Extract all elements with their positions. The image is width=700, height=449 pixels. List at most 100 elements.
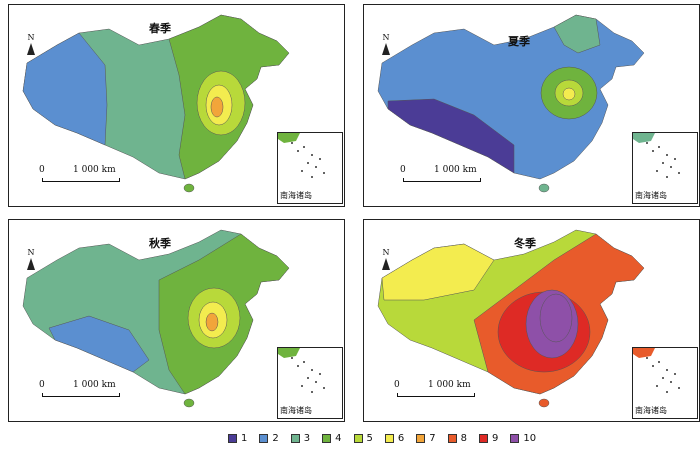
legend-swatch — [290, 433, 300, 443]
legend-swatch — [228, 433, 237, 443]
map-panel-summer: 夏季 N 0 1 000 km 南海诸岛 — [363, 4, 700, 207]
legend-label: 2 — [272, 432, 279, 444]
color-legend: 1 2 3 4 5 6 7 8 9 10 — [228, 430, 548, 446]
inset-island-mark — [656, 170, 658, 172]
legend-label: 3 — [303, 432, 311, 444]
scale-distance: 1 000 km — [73, 165, 116, 175]
inset-island-mark — [319, 373, 321, 375]
north-arrow-icon: N — [24, 248, 38, 270]
season-title: 秋季 — [149, 237, 171, 250]
legend-item: 8 — [447, 432, 467, 444]
legend-label: 5 — [366, 432, 373, 444]
legend-item: 1 — [228, 433, 247, 444]
inset-island-mark — [297, 150, 299, 152]
inset-island-mark — [658, 146, 660, 148]
scale-zero: 0 — [39, 380, 45, 390]
inset-island-mark — [662, 162, 664, 164]
season-title: 夏季 — [508, 35, 530, 48]
legend-label: 6 — [397, 432, 405, 444]
inset-island-mark — [666, 176, 668, 178]
map-panel-winter: 冬季 N 0 1 000 km 南海诸岛 — [363, 219, 700, 422]
region-west — [381, 243, 495, 301]
legend-swatch — [322, 433, 332, 443]
inset-island-mark — [658, 361, 660, 363]
legend-swatch — [259, 433, 269, 443]
legend-swatch — [510, 433, 520, 443]
inset-island-mark — [646, 357, 648, 359]
inset-island-mark — [323, 387, 325, 389]
inset-island-mark — [646, 142, 648, 144]
legend-item: 7 — [416, 432, 436, 444]
south-china-sea-inset: 南海诸岛 — [277, 347, 343, 419]
inset-island-mark — [656, 385, 658, 387]
inset-island-mark — [662, 377, 664, 379]
inset-island-mark — [666, 391, 668, 393]
season-title: 冬季 — [514, 237, 536, 250]
inset-coast-patch — [278, 348, 300, 358]
inset-island-mark — [303, 361, 305, 363]
inset-island-mark — [307, 162, 309, 164]
inset-island-mark — [301, 385, 303, 387]
region-west — [387, 98, 515, 174]
south-china-sea-inset: 南海诸岛 — [632, 132, 698, 204]
inset-island-mark — [291, 357, 293, 359]
legend-label: 8 — [460, 432, 467, 444]
inset-island-mark — [323, 172, 325, 174]
legend-swatch — [416, 433, 426, 443]
hotspot-core — [205, 312, 219, 332]
north-arrow-icon: N — [379, 248, 393, 270]
inset-island-mark — [666, 154, 668, 156]
legend-item: 3 — [290, 432, 311, 444]
hainan-island — [538, 398, 550, 408]
inset-island-mark — [315, 381, 317, 383]
inset-island-mark — [678, 387, 680, 389]
legend-swatch — [479, 433, 488, 443]
scale-line — [397, 393, 475, 397]
inset-island-mark — [311, 369, 313, 371]
legend-item: 4 — [322, 432, 342, 444]
hainan-island — [538, 183, 550, 193]
legend-swatch — [447, 433, 457, 443]
scale-distance: 1 000 km — [428, 380, 471, 390]
inset-island-mark — [666, 369, 668, 371]
scale-zero: 0 — [39, 165, 45, 175]
inset-label: 南海诸岛 — [635, 406, 667, 415]
china-map-winter — [377, 229, 645, 408]
hainan-island — [183, 183, 195, 193]
inset-label: 南海诸岛 — [280, 406, 312, 415]
inset-island-mark — [670, 381, 672, 383]
inset-coast-patch — [278, 133, 300, 143]
scale-distance: 1 000 km — [434, 165, 477, 175]
inset-island-mark — [311, 391, 313, 393]
hotspot-core — [539, 293, 573, 343]
legend-label: 9 — [492, 432, 499, 444]
legend-swatch — [353, 433, 363, 443]
legend-item: 9 — [479, 433, 498, 444]
inset-coast-patch — [633, 133, 655, 143]
scale-zero: 0 — [400, 165, 406, 175]
inset-island-mark — [670, 166, 672, 168]
legend-label: 4 — [335, 432, 342, 444]
inset-island-mark — [674, 373, 676, 375]
inset-island-mark — [307, 377, 309, 379]
inset-label: 南海诸岛 — [280, 191, 312, 200]
inset-island-mark — [311, 154, 313, 156]
inset-island-mark — [674, 158, 676, 160]
inset-island-mark — [297, 365, 299, 367]
scale-distance: 1 000 km — [73, 380, 116, 390]
inset-island-mark — [311, 176, 313, 178]
china-map-autumn — [22, 229, 290, 408]
legend-label: 1 — [241, 432, 248, 444]
scale-line — [42, 178, 120, 182]
china-map-summer — [377, 14, 645, 193]
inset-island-mark — [652, 150, 654, 152]
south-china-sea-inset: 南海诸岛 — [632, 347, 698, 419]
legend-item: 10 — [510, 433, 536, 444]
north-arrow-icon: N — [379, 33, 393, 55]
legend-label: 7 — [429, 432, 436, 444]
legend-label: 10 — [523, 432, 537, 444]
hotspot-core — [210, 96, 224, 118]
scale-line — [403, 178, 481, 182]
inset-island-mark — [315, 166, 317, 168]
north-arrow-icon: N — [24, 33, 38, 55]
